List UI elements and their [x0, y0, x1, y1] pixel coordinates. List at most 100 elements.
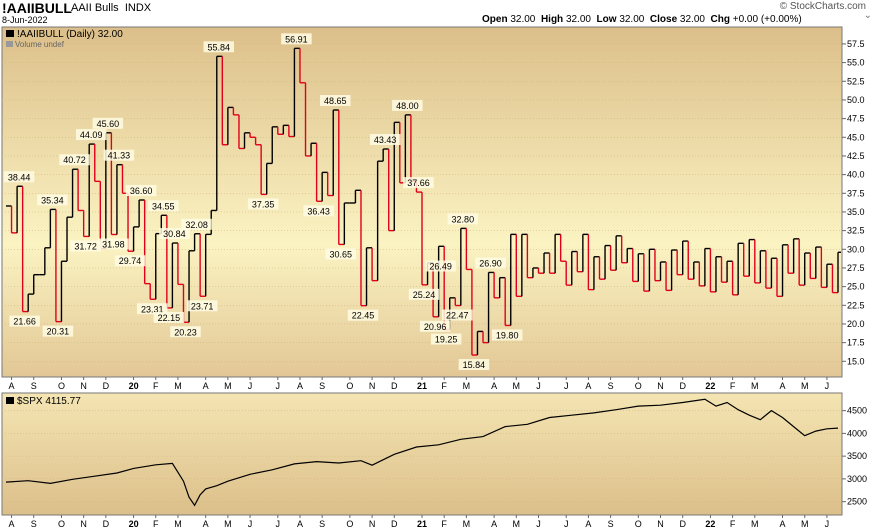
annotation-label: 20.23: [174, 327, 197, 337]
lower-x-tick-label: D: [679, 519, 686, 529]
annotation-label: 34.55: [152, 201, 175, 211]
lower-x-tick-label: A: [491, 519, 497, 529]
annotation-box: [442, 309, 473, 321]
upper-y-tick-label: 50.0: [847, 95, 865, 105]
annotation-box: [159, 228, 190, 240]
exchange-label: INDX: [124, 2, 152, 14]
lower-x-tick-label: A: [585, 519, 591, 529]
annotation-box: [247, 198, 279, 210]
chevron-down-icon[interactable]: ⌄: [863, 10, 872, 21]
brand-logo[interactable]: © StockCharts.com: [779, 1, 866, 12]
upper-x-tick-label: O: [635, 381, 642, 391]
upper-y-tick-label: 45.0: [847, 132, 865, 142]
lower-x-tick-label: J: [564, 519, 569, 529]
annotation-label: 32.80: [452, 214, 475, 224]
annotation-label: 22.45: [352, 311, 375, 321]
annotation-label: 36.43: [307, 206, 330, 216]
lower-grid: [2, 410, 842, 502]
lower-x-tick-label: F: [153, 519, 159, 529]
upper-x-tick-label: F: [730, 381, 736, 391]
annotation-box: [92, 117, 124, 129]
annotation-label: 44.09: [80, 130, 103, 140]
upper-x-tick-label: S: [608, 381, 614, 391]
annotation-label: 22.47: [446, 311, 469, 321]
upper-x-tick-label: O: [346, 381, 353, 391]
annotation-label: 23.31: [141, 304, 164, 314]
annotation-label: 30.84: [163, 229, 186, 239]
upper-x-tick-label: D: [103, 381, 110, 391]
lower-x-tick-label: N: [369, 519, 376, 529]
annotation-label: 20.96: [424, 322, 447, 332]
annotation-label: 19.80: [496, 330, 519, 340]
upper-x-tick-label: A: [203, 381, 209, 391]
annotation-box: [203, 41, 235, 53]
annotation-box: [447, 213, 479, 225]
lower-y-tick-label: 3500: [847, 451, 867, 461]
lower-x-tick-label: S: [319, 519, 325, 529]
upper-x-tick-label: O: [58, 381, 65, 391]
upper-panel-title: !AAIIBULL (Daily) 32.00: [17, 29, 123, 40]
annotation-label: 29.74: [119, 256, 142, 266]
annotation-box: [42, 325, 74, 337]
upper-x-tick-label: N: [369, 381, 376, 391]
annotation-label: 36.60: [130, 186, 153, 196]
upper-x-tick-label: J: [564, 381, 569, 391]
annotation-box: [475, 257, 506, 269]
upper-panel-subtitle: Volume undef: [15, 40, 65, 49]
annotation-box: [430, 333, 462, 345]
upper-y-tick-label: 55.0: [847, 58, 865, 68]
lower-y-tick-label: 4000: [847, 428, 867, 438]
upper-y-tick-label: 20.0: [847, 319, 865, 329]
annotation-box: [75, 129, 107, 141]
upper-y-tick-label: 27.5: [847, 263, 865, 273]
annotation-label: 48.00: [396, 101, 419, 111]
upper-y-tick-label: 25.0: [847, 282, 865, 292]
lower-y-tick-label: 3000: [847, 474, 867, 484]
annotation-label: 31.98: [102, 240, 125, 250]
upper-x-tick-label: N: [657, 381, 664, 391]
lower-x-tick-label: O: [635, 519, 642, 529]
annotation-label: 37.66: [407, 178, 430, 188]
close-label: Close: [649, 14, 678, 25]
low-label: Low: [596, 14, 617, 25]
lower-x-tick-label: M: [224, 519, 232, 529]
spx-swatch: [6, 397, 14, 404]
lower-x-tick-label: M: [801, 519, 809, 529]
lower-x-tick-label: M: [174, 519, 182, 529]
annotation-box: [9, 315, 40, 327]
lower-x-tick-label: A: [780, 519, 786, 529]
annotation-box: [403, 177, 434, 189]
series-swatch: [6, 30, 14, 37]
upper-x-tick-label: A: [585, 381, 591, 391]
upper-y-tick-label: 17.5: [847, 338, 865, 348]
spx-line: [5, 398, 839, 507]
high-label: High: [540, 14, 564, 25]
annotation-box: [392, 99, 423, 111]
annotation-label: 43.43: [374, 135, 397, 145]
upper-x-tick-label: 20: [129, 381, 139, 391]
upper-y-tick-label: 40.0: [847, 170, 865, 180]
chart-header: !AAIIBULL AAII Bulls INDX 8-Jun-2022 Ope…: [0, 0, 874, 26]
bullish-sentiment-series: [6, 47, 841, 356]
upper-x-tick-label: D: [679, 381, 686, 391]
annotation-box: [458, 359, 490, 371]
lower-x-tick-label: A: [203, 519, 209, 529]
quote-bar: Open 32.00 High 32.00 Low 32.00 Close 32…: [482, 14, 802, 25]
upper-y-tick-label: 47.5: [847, 114, 865, 124]
upper-y-tick-label: 30.0: [847, 244, 865, 254]
upper-x-tick-label: S: [31, 381, 37, 391]
low-value: 32.00: [619, 14, 645, 25]
upper-x-tick-label: M: [751, 381, 759, 391]
lower-x-tick-label: A: [9, 519, 15, 529]
annotation-label: 56.91: [285, 34, 308, 44]
upper-y-tick-label: 15.0: [847, 356, 865, 366]
upper-y-tick-label: 22.5: [847, 300, 865, 310]
lower-x-tick-label: J: [536, 519, 541, 529]
upper-x-tick-label: F: [153, 381, 159, 391]
upper-x-tick-label: M: [463, 381, 471, 391]
upper-x-tick-label: 21: [417, 381, 427, 391]
annotation-box: [281, 33, 312, 45]
annotation-box: [369, 134, 401, 146]
open-label: Open: [482, 14, 508, 25]
